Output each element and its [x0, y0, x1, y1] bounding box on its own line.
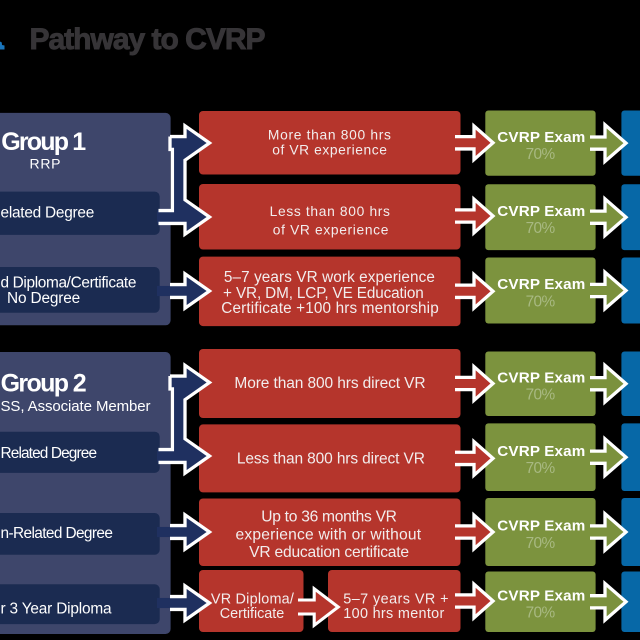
- svg-text:70%: 70%: [526, 605, 556, 622]
- svg-text:5–7 years VR +: 5–7 years VR +: [343, 591, 448, 607]
- svg-text:VR Diploma/: VR Diploma/: [211, 591, 294, 607]
- svg-text:n-Related Degree: n-Related Degree: [1, 525, 113, 542]
- svg-text:CVRP Exam: CVRP Exam: [497, 518, 585, 535]
- svg-text:CVRP Exam: CVRP Exam: [497, 588, 585, 605]
- svg-text:70%: 70%: [526, 535, 556, 552]
- svg-text:Pathway to CVRP: Pathway to CVRP: [30, 23, 266, 56]
- svg-text:CVRP Exam: CVRP Exam: [497, 203, 585, 220]
- svg-text:RRP: RRP: [30, 155, 61, 171]
- svg-text:CVRP Exam: CVRP Exam: [497, 129, 585, 146]
- svg-text:SS, Associate Member: SS, Associate Member: [1, 398, 151, 415]
- svg-text:experience with or without: experience with or without: [235, 526, 421, 543]
- svg-text:CVRP Exam: CVRP Exam: [497, 443, 585, 460]
- svg-text:elated Degree: elated Degree: [1, 205, 95, 222]
- svg-text:Up to 36 months VR: Up to 36 months VR: [261, 509, 397, 526]
- svg-text:+ VR, DM, LCP, VE Education: + VR, DM, LCP, VE Education: [223, 285, 424, 302]
- svg-text:r 3 Year Diploma: r 3 Year Diploma: [1, 601, 113, 618]
- svg-text:CVRP Exam: CVRP Exam: [497, 276, 585, 293]
- svg-text:d Diploma/Certificate: d Diploma/Certificate: [1, 275, 137, 292]
- svg-text:More than 800 hrs direct VR: More than 800 hrs direct VR: [234, 375, 425, 392]
- svg-text:70%: 70%: [526, 460, 556, 477]
- svg-text:70%: 70%: [526, 220, 556, 237]
- svg-text:Less than 800 hrs: Less than 800 hrs: [270, 204, 390, 219]
- svg-text:Related Degree: Related Degree: [1, 445, 98, 462]
- svg-text:70%: 70%: [526, 387, 556, 404]
- svg-text:More than 800 hrs: More than 800 hrs: [268, 127, 391, 142]
- svg-text:of VR experience: of VR experience: [273, 222, 389, 237]
- svg-text:100 hrs mentor: 100 hrs mentor: [343, 606, 444, 622]
- svg-text:No Degree: No Degree: [7, 290, 80, 307]
- svg-text:Group 1: Group 1: [1, 128, 86, 156]
- svg-text:of VR experience: of VR experience: [272, 143, 387, 158]
- svg-text:5–7 years VR work experience: 5–7 years VR work experience: [224, 269, 435, 286]
- svg-text:Certificate +100 hrs mentorshi: Certificate +100 hrs mentorship: [221, 300, 439, 317]
- svg-text:Less than 800 hrs direct VR: Less than 800 hrs direct VR: [237, 451, 425, 468]
- svg-text:CVRP Exam: CVRP Exam: [497, 369, 585, 386]
- svg-text:Certificate: Certificate: [220, 606, 285, 622]
- svg-text:Group 2: Group 2: [1, 369, 87, 397]
- svg-text:70%: 70%: [526, 146, 556, 163]
- svg-text:VR education certificate: VR education certificate: [249, 544, 409, 561]
- svg-text:70%: 70%: [526, 293, 556, 310]
